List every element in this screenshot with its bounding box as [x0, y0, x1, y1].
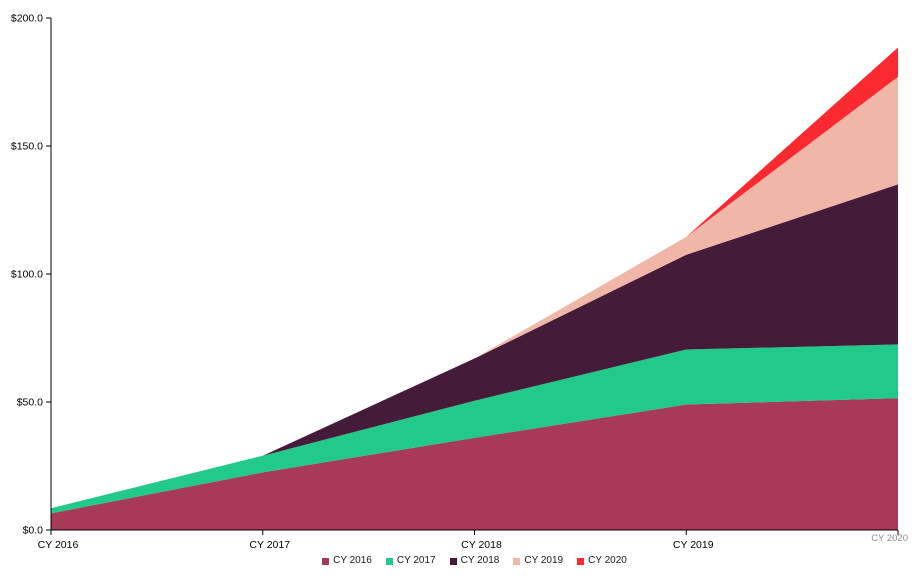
legend-label: CY 2016 — [333, 555, 372, 566]
legend-label: CY 2020 — [588, 555, 627, 566]
legend-swatch-icon — [322, 557, 330, 565]
legend-item-cy-2018[interactable]: CY 2018 — [449, 555, 500, 566]
legend-swatch-icon — [449, 557, 457, 565]
legend-label: CY 2017 — [396, 555, 436, 566]
y-tick-label: $200.0 — [11, 13, 43, 25]
x-tick-label: CY 2020 — [871, 533, 908, 544]
x-tick-label: CY 2019 — [673, 539, 714, 551]
area-band-cy-2017 — [51, 344, 898, 514]
area-band-cy-2016 — [51, 398, 898, 530]
x-tick-label: CY 2016 — [38, 539, 79, 551]
legend-label: CY 2018 — [460, 555, 500, 566]
legend-item-cy-2019[interactable]: CY 2019 — [513, 556, 563, 566]
chart-legend: CY 2016 CY 2017 CY 2018 CY 2019 CY 2020 — [51, 556, 898, 566]
y-tick-label: $0.0 — [23, 525, 44, 537]
legend-swatch-icon — [513, 557, 521, 565]
legend-swatch-icon — [385, 557, 393, 565]
y-tick-label: $100.0 — [11, 269, 43, 281]
x-tick-label: CY 2017 — [249, 539, 290, 551]
area-band-cy-2018 — [51, 184, 898, 509]
legend-swatch-icon — [577, 557, 585, 565]
y-tick-label: $150.0 — [11, 141, 43, 153]
y-tick-label: $50.0 — [17, 397, 43, 409]
legend-item-cy-2016[interactable]: CY 2016 — [322, 556, 372, 566]
legend-item-cy-2020[interactable]: CY 2020 — [577, 556, 627, 566]
legend-item-cy-2017[interactable]: CY 2017 — [385, 555, 436, 566]
x-tick-label: CY 2018 — [461, 539, 502, 551]
legend-label: CY 2019 — [524, 555, 564, 566]
